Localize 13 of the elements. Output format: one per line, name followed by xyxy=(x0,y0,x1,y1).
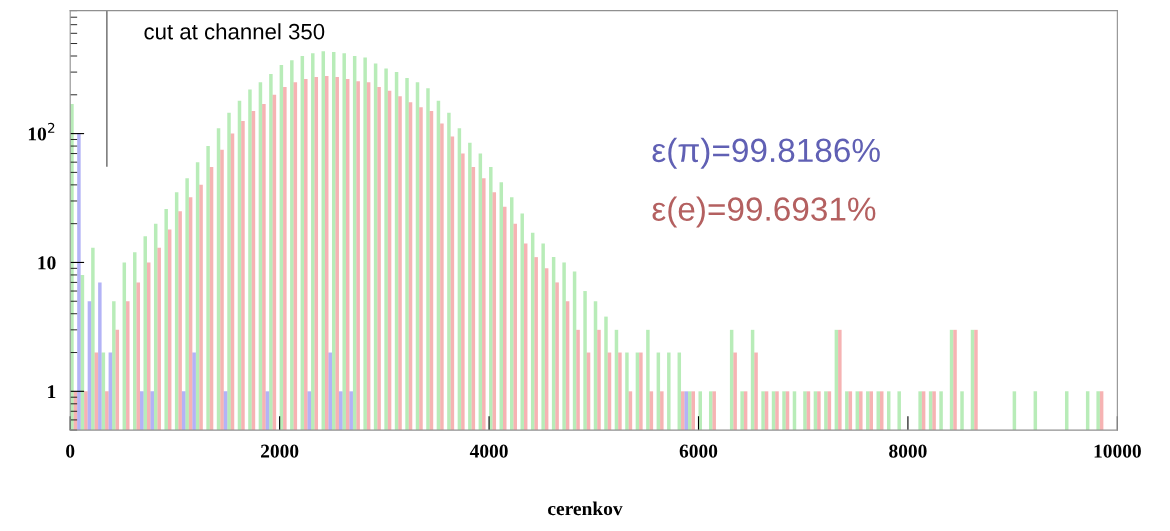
x-tick-label: 2000 xyxy=(261,444,299,458)
x-axis-title: cerenkov xyxy=(548,501,623,516)
x-tick-label: 10000 xyxy=(1094,444,1141,458)
x-tick-label: 4000 xyxy=(469,444,508,458)
x-tick-label: 6000 xyxy=(679,444,718,458)
y-tick-label: 1 xyxy=(48,385,56,399)
y-tick-label: 10 xyxy=(38,256,56,270)
x-tick-label: 8000 xyxy=(889,444,927,458)
ref-line-label: cut at channel 350 xyxy=(144,23,325,40)
annotation: ε(e)=99.6931% xyxy=(652,196,876,228)
annotation: ε(π)=99.8186% xyxy=(652,137,880,169)
y-tick-label: 10$^{2}$ xyxy=(28,122,55,141)
x-tick-label: 0 xyxy=(66,444,75,458)
